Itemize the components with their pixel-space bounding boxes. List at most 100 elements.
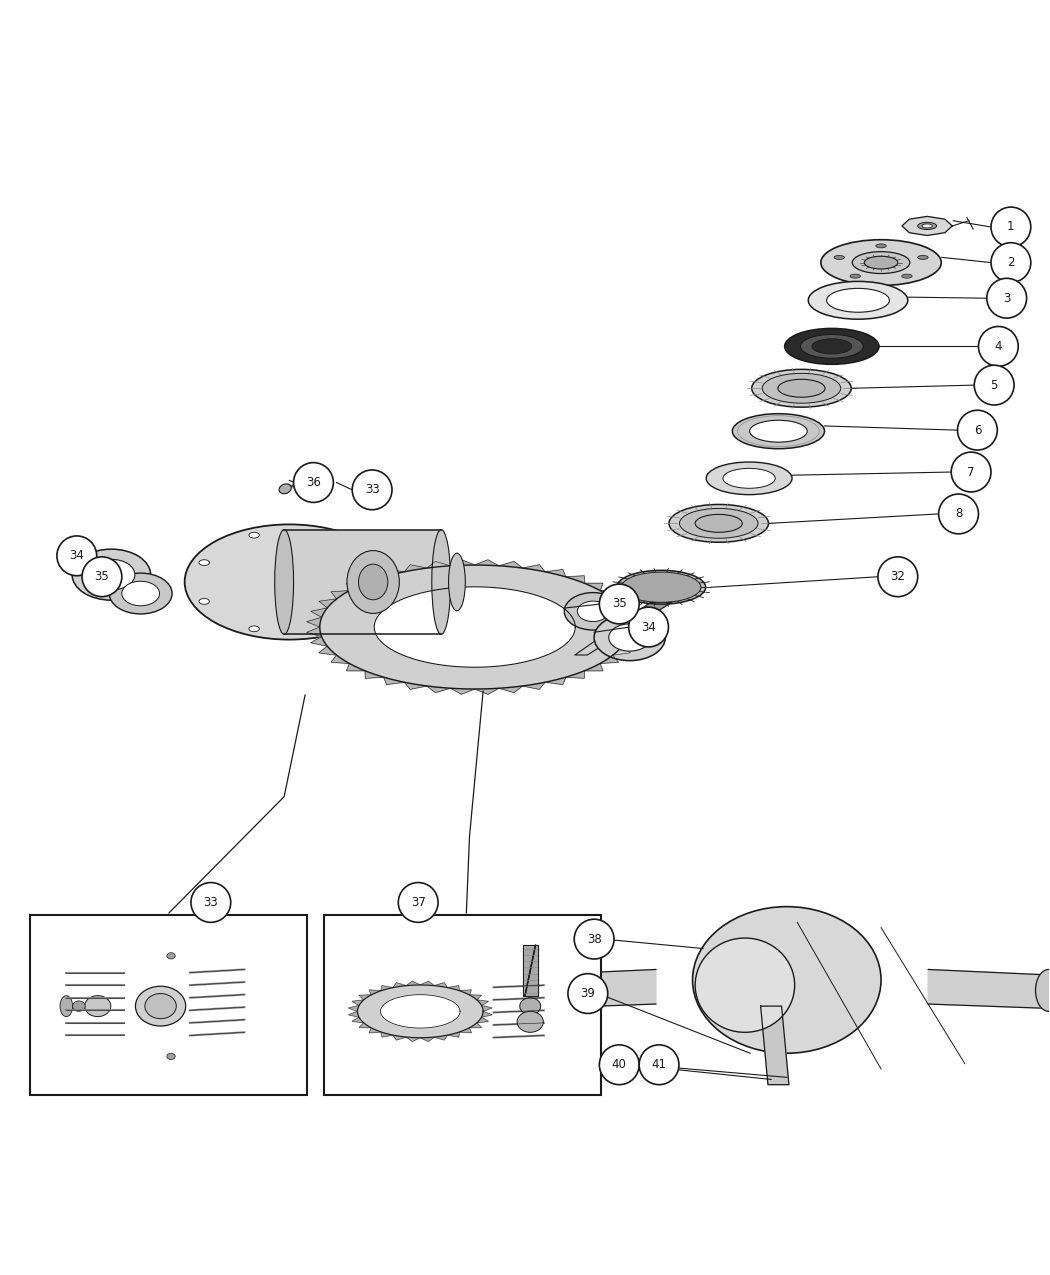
Ellipse shape xyxy=(707,462,792,495)
Polygon shape xyxy=(499,561,523,569)
Polygon shape xyxy=(477,1000,488,1006)
Circle shape xyxy=(939,493,979,534)
Ellipse shape xyxy=(812,339,852,354)
Ellipse shape xyxy=(609,623,651,652)
Ellipse shape xyxy=(594,615,666,660)
Polygon shape xyxy=(359,994,371,1000)
Ellipse shape xyxy=(902,274,912,278)
Circle shape xyxy=(574,919,614,959)
Circle shape xyxy=(568,974,608,1014)
Ellipse shape xyxy=(346,551,399,613)
Circle shape xyxy=(991,242,1031,283)
Ellipse shape xyxy=(762,374,841,403)
Polygon shape xyxy=(566,671,585,678)
Polygon shape xyxy=(447,986,460,991)
Polygon shape xyxy=(450,560,475,566)
Ellipse shape xyxy=(167,1053,175,1060)
Ellipse shape xyxy=(122,581,160,606)
Bar xyxy=(29,915,308,1095)
Polygon shape xyxy=(285,529,441,635)
Ellipse shape xyxy=(849,274,860,278)
Polygon shape xyxy=(346,583,365,590)
Ellipse shape xyxy=(695,514,742,532)
Circle shape xyxy=(398,882,438,922)
Circle shape xyxy=(979,326,1018,366)
Polygon shape xyxy=(545,677,566,685)
Polygon shape xyxy=(541,969,656,1009)
Circle shape xyxy=(191,882,231,922)
Ellipse shape xyxy=(918,222,937,230)
Polygon shape xyxy=(427,561,450,569)
Polygon shape xyxy=(545,570,566,576)
Ellipse shape xyxy=(370,560,380,566)
Polygon shape xyxy=(427,686,450,692)
Text: 5: 5 xyxy=(990,379,998,391)
Polygon shape xyxy=(460,1028,471,1033)
Polygon shape xyxy=(374,586,575,667)
Circle shape xyxy=(974,365,1014,405)
Polygon shape xyxy=(460,989,471,994)
Polygon shape xyxy=(307,617,321,627)
Ellipse shape xyxy=(249,626,259,631)
Ellipse shape xyxy=(821,240,941,286)
Ellipse shape xyxy=(72,1001,85,1011)
Ellipse shape xyxy=(85,996,111,1016)
Ellipse shape xyxy=(722,468,775,488)
Ellipse shape xyxy=(1035,969,1050,1011)
Text: 33: 33 xyxy=(204,896,218,909)
Circle shape xyxy=(987,278,1027,317)
Text: 34: 34 xyxy=(642,621,656,634)
Ellipse shape xyxy=(249,532,259,538)
Polygon shape xyxy=(404,682,427,690)
Circle shape xyxy=(57,536,97,576)
Text: 2: 2 xyxy=(1007,256,1014,269)
Polygon shape xyxy=(370,989,381,994)
Polygon shape xyxy=(902,217,952,236)
Polygon shape xyxy=(435,1035,447,1040)
Ellipse shape xyxy=(669,505,769,542)
Ellipse shape xyxy=(279,484,291,493)
Polygon shape xyxy=(393,1035,406,1040)
Text: 40: 40 xyxy=(612,1058,627,1071)
Ellipse shape xyxy=(695,938,795,1033)
Ellipse shape xyxy=(145,993,176,1019)
Polygon shape xyxy=(601,655,618,663)
Circle shape xyxy=(878,557,918,597)
Polygon shape xyxy=(469,1023,482,1028)
Polygon shape xyxy=(928,969,1044,1009)
Ellipse shape xyxy=(167,952,175,959)
Ellipse shape xyxy=(432,529,450,635)
Polygon shape xyxy=(435,983,447,988)
Ellipse shape xyxy=(109,572,172,615)
Circle shape xyxy=(600,1046,639,1085)
Polygon shape xyxy=(623,636,638,646)
Text: 8: 8 xyxy=(954,507,962,520)
Polygon shape xyxy=(352,1017,363,1023)
Ellipse shape xyxy=(185,524,394,640)
Polygon shape xyxy=(601,590,618,599)
Polygon shape xyxy=(331,590,350,599)
Polygon shape xyxy=(320,565,630,689)
Polygon shape xyxy=(585,583,603,590)
Polygon shape xyxy=(357,986,483,1038)
Ellipse shape xyxy=(750,421,807,442)
Text: 34: 34 xyxy=(69,550,84,562)
Polygon shape xyxy=(319,646,337,655)
Text: 6: 6 xyxy=(973,423,981,436)
Ellipse shape xyxy=(370,598,380,604)
Ellipse shape xyxy=(826,288,889,312)
Polygon shape xyxy=(523,945,538,996)
Polygon shape xyxy=(475,688,499,695)
Polygon shape xyxy=(346,663,365,671)
Polygon shape xyxy=(469,994,482,1000)
Text: 32: 32 xyxy=(890,570,905,583)
Text: 37: 37 xyxy=(411,896,425,909)
Ellipse shape xyxy=(520,998,541,1015)
Ellipse shape xyxy=(518,1011,543,1033)
Ellipse shape xyxy=(275,529,294,635)
Polygon shape xyxy=(613,599,630,608)
Polygon shape xyxy=(420,982,435,986)
Text: 33: 33 xyxy=(364,483,379,496)
Text: 36: 36 xyxy=(306,476,321,490)
Polygon shape xyxy=(482,1011,492,1017)
